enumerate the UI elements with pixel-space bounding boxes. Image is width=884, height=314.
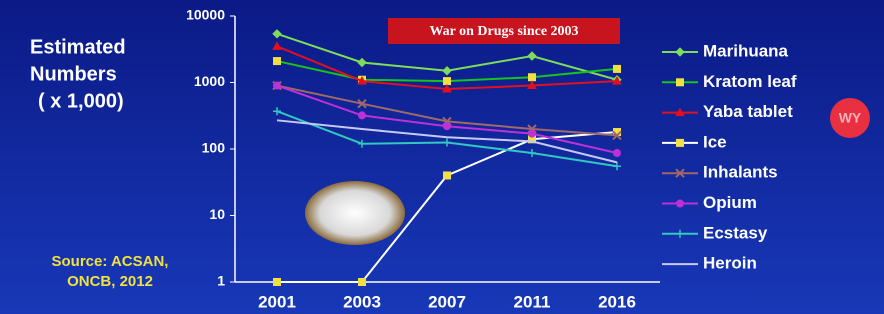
data-point bbox=[359, 112, 366, 119]
legend-marker bbox=[677, 139, 684, 146]
y-axis-label: Estimated bbox=[30, 36, 126, 58]
legend-label: Marihuana bbox=[703, 41, 789, 60]
pill-label: WY bbox=[839, 110, 862, 126]
data-point bbox=[274, 279, 281, 286]
legend-label: Opium bbox=[703, 193, 757, 212]
x-tick-label: 2001 bbox=[258, 292, 296, 311]
y-tick-label: 10 bbox=[209, 206, 225, 222]
y-tick-label: 100 bbox=[202, 140, 226, 156]
annotation: War on Drugs since 2003 bbox=[429, 24, 578, 39]
x-tick-label: 2003 bbox=[343, 292, 381, 311]
y-tick-label: 10000 bbox=[186, 7, 225, 23]
data-point bbox=[274, 58, 281, 65]
x-tick-label: 2011 bbox=[514, 292, 551, 311]
data-point bbox=[359, 279, 366, 286]
legend-marker bbox=[677, 79, 684, 86]
data-point bbox=[614, 65, 621, 72]
source: ONCB, 2012 bbox=[67, 273, 153, 290]
x-tick-label: 2016 bbox=[598, 292, 636, 311]
x-tick-label: 2007 bbox=[428, 292, 466, 311]
data-point bbox=[444, 123, 451, 130]
source: Source: ACSAN, bbox=[52, 253, 169, 270]
legend-marker bbox=[677, 200, 684, 207]
chart: War on Drugs since 2003 WY Estimated Numb… bbox=[0, 0, 884, 314]
y-tick-label: 1 bbox=[217, 273, 225, 289]
legend-label: Ecstasy bbox=[703, 223, 768, 242]
data-point bbox=[529, 74, 536, 81]
data-point bbox=[444, 78, 451, 85]
legend-label: Inhalants bbox=[703, 163, 778, 182]
y-axis-label: ( x 1,000) bbox=[38, 90, 124, 112]
legend-label: Heroin bbox=[703, 254, 757, 273]
data-point bbox=[444, 172, 451, 179]
legend-label: Ice bbox=[703, 132, 727, 151]
data-point bbox=[614, 150, 621, 157]
y-tick-label: 1000 bbox=[194, 73, 225, 89]
y-axis-label: Numbers bbox=[30, 63, 117, 85]
data-point bbox=[274, 82, 281, 89]
legend-label: Yaba tablet bbox=[703, 102, 793, 121]
crystal-image bbox=[305, 181, 405, 245]
data-point bbox=[529, 130, 536, 137]
page: {"chart_data": {"type": "line", "yscale"… bbox=[0, 0, 884, 314]
legend-label: Kratom leaf bbox=[703, 72, 797, 91]
